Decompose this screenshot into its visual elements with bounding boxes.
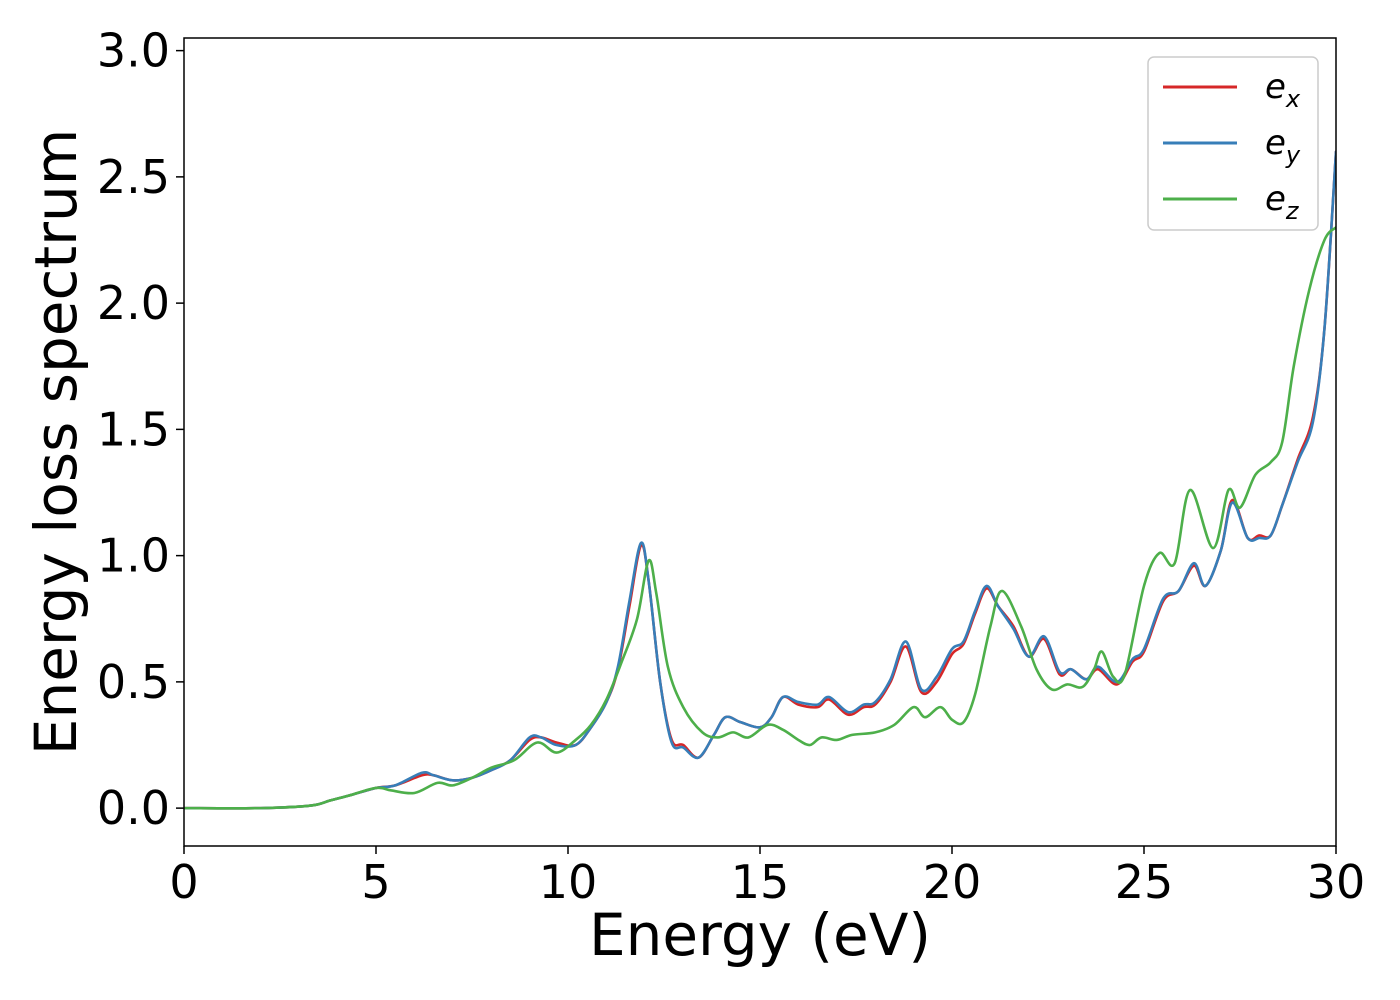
x-tick-label: 25 [1115, 855, 1174, 909]
series-layer [184, 150, 1336, 810]
series-line-e-z [184, 226, 1336, 810]
series-line-e-y [184, 150, 1336, 810]
x-tick-label: 0 [169, 855, 198, 909]
x-tick-label: 5 [361, 855, 390, 909]
y-axis-label: Energy loss spectrum [22, 129, 90, 755]
x-axis-ticks: 0 5 10 15 20 25 30 [169, 846, 1365, 909]
legend-label-e-y: ey [1265, 123, 1301, 169]
legend: ex ey ez [1147, 56, 1319, 231]
x-tick-label: 15 [731, 855, 790, 909]
y-tick-label: 2.5 [97, 150, 170, 204]
x-axis-label: Energy (eV) [589, 901, 931, 969]
legend-label-e-z: ez [1265, 179, 1300, 225]
y-tick-label: 1.5 [97, 402, 170, 456]
y-tick-label: 3.0 [97, 24, 170, 78]
y-tick-label: 1.0 [97, 529, 170, 583]
y-tick-label: 0.5 [97, 655, 170, 709]
series-line-e-x [184, 150, 1336, 810]
y-axis-ticks: 0.0 0.5 1.0 1.5 2.0 2.5 3.0 [97, 24, 184, 835]
x-tick-label: 10 [539, 855, 598, 909]
y-tick-label: 2.0 [97, 276, 170, 330]
x-tick-label: 20 [923, 855, 982, 909]
x-tick-label: 30 [1307, 855, 1366, 909]
legend-label-e-x: ex [1265, 67, 1301, 113]
y-tick-label: 0.0 [97, 781, 170, 835]
